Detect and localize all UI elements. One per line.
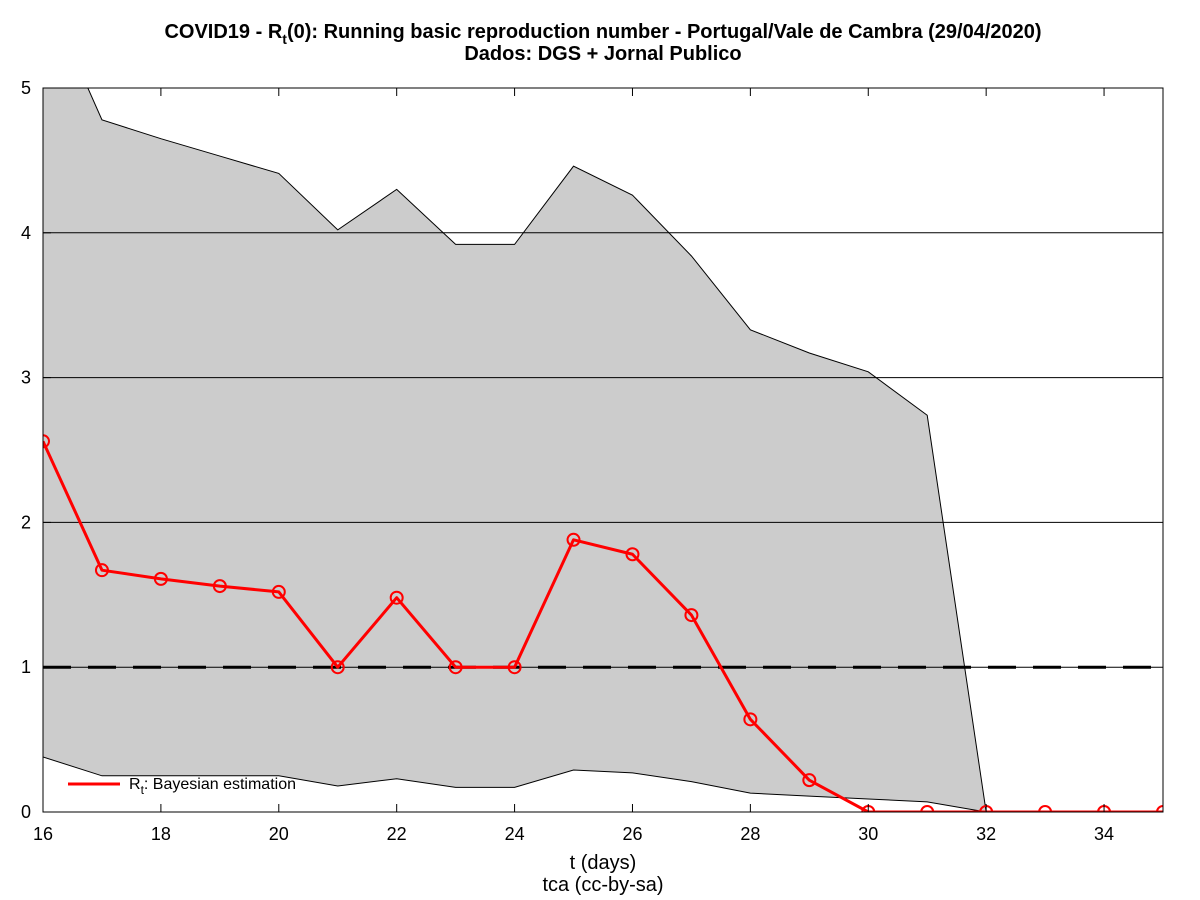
x-tick-label: 34 (1094, 824, 1114, 844)
series-line (43, 440, 1163, 812)
y-tick-label: 3 (21, 368, 31, 388)
x-axis-label: t (days) (570, 852, 637, 874)
x-tick-label: 28 (740, 824, 760, 844)
y-tick-label: 1 (21, 657, 31, 677)
x-axis-credit: tca (cc-by-sa) (542, 874, 663, 896)
title-prefix: COVID19 - R (164, 21, 282, 43)
data-point (507, 660, 522, 675)
x-tick-label: 22 (387, 824, 407, 844)
legend: Rt: Bayesian estimation (68, 776, 296, 797)
data-point (1038, 805, 1053, 812)
data-point (684, 608, 699, 623)
band-lower-edge (43, 756, 987, 812)
x-tick-label: 16 (33, 824, 53, 844)
x-tick-label: 30 (858, 824, 878, 844)
y-tick-label: 2 (21, 512, 31, 532)
data-point (920, 805, 935, 812)
data-point (448, 660, 463, 675)
y-tick-label: 4 (21, 223, 31, 243)
band-area (43, 88, 987, 812)
data-point (330, 660, 345, 675)
y-tick-label: 5 (21, 78, 31, 98)
x-tick-label: 26 (622, 824, 642, 844)
data-point (153, 571, 168, 586)
legend-subscript: t (141, 783, 145, 797)
x-tick-label: 18 (151, 824, 171, 844)
confidence-band (43, 88, 987, 812)
data-point (802, 773, 817, 788)
data-point (743, 712, 758, 727)
y-tick-label: 0 (21, 802, 31, 822)
x-ticks: 16 18 20 22 24 26 28 30 32 34 (33, 88, 1114, 844)
data-point (212, 579, 227, 594)
x-tick-label: 32 (976, 824, 996, 844)
plot-frame (42, 87, 1164, 813)
data-point (94, 563, 109, 578)
chart-title: COVID19 - Rt(0): Running basic reproduct… (164, 21, 1041, 47)
y-ticks: 0 1 2 3 4 5 (21, 78, 51, 822)
title-rest: (0): Running basic reproduction number -… (287, 21, 1042, 43)
series-layer (43, 434, 1163, 812)
legend-prefix: R (129, 776, 141, 793)
band-upper-edge (87, 88, 987, 812)
data-point (389, 590, 404, 605)
data-point (566, 532, 581, 547)
x-tick-label: 24 (505, 824, 525, 844)
x-tick-label: 20 (269, 824, 289, 844)
legend-label: Rt: Bayesian estimation (129, 776, 296, 797)
chart-subtitle: Dados: DGS + Jornal Publico (464, 43, 741, 65)
data-point (43, 434, 50, 449)
data-point (271, 584, 286, 599)
data-point (625, 547, 640, 562)
title-subscript: t (282, 31, 287, 47)
legend-rest: : Bayesian estimation (144, 776, 296, 793)
